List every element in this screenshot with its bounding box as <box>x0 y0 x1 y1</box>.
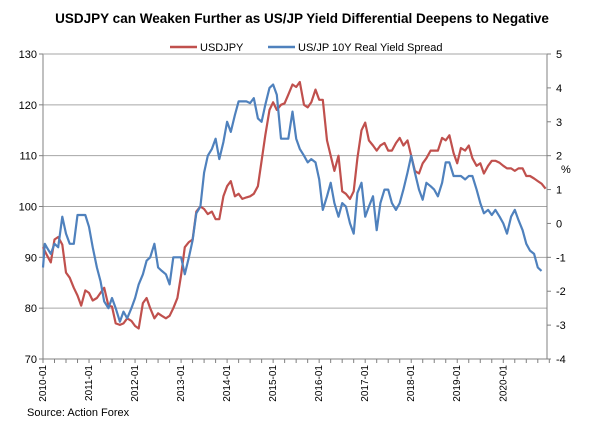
right-tick-label: -1 <box>556 252 566 264</box>
x-tick-label: 2019-01 <box>452 365 463 402</box>
legend-label-spread: US/JP 10Y Real Yield Spread <box>298 42 443 54</box>
right-tick-label: 1 <box>556 185 562 197</box>
left-tick-label: 90 <box>25 252 37 264</box>
right-tick-label: -2 <box>556 286 566 298</box>
right-tick-label: -3 <box>556 320 566 332</box>
left-tick-label: 120 <box>19 100 37 112</box>
left-tick-label: 110 <box>19 151 37 163</box>
series-lines <box>41 80 547 330</box>
left-tick-label: 70 <box>25 354 37 366</box>
source-note: Source: Action Forex <box>27 407 130 419</box>
right-axis-unit: % <box>561 164 571 176</box>
x-tick-label: 2018-01 <box>406 365 417 402</box>
left-tick-label: 130 <box>19 49 37 61</box>
gridlines <box>43 104 547 309</box>
chart-title: USDJPY can Weaken Further as US/JP Yield… <box>55 11 549 26</box>
series-line-real-yield-spread <box>41 83 543 323</box>
right-tick-label: 0 <box>556 218 562 230</box>
x-tick-label: 2010-01 <box>38 365 49 402</box>
x-tick-label: 2015-01 <box>268 365 279 402</box>
right-tick-label: 4 <box>556 83 562 95</box>
axes: 70 80 90 100 110 120 130 -4 -3 -2 -1 0 1 2 3 4 5 2010-01 2… <box>19 49 566 402</box>
legend-label-usdjpy: USDJPY <box>200 42 244 54</box>
legend: USDJPY US/JP 10Y Real Yield Spread <box>170 42 443 54</box>
x-tick-label: 2013-01 <box>176 365 187 402</box>
x-tick-label: 2016-01 <box>314 365 325 402</box>
right-tick-label: 3 <box>556 117 562 129</box>
left-tick-label: 100 <box>19 202 37 214</box>
x-tick-label: 2014-01 <box>222 365 233 402</box>
left-tick-label: 80 <box>25 303 37 315</box>
x-tick-label: 2020-01 <box>498 365 509 402</box>
x-tick-label: 2017-01 <box>360 365 371 402</box>
x-tick-label: 2011-01 <box>84 365 95 401</box>
right-tick-label: 5 <box>556 49 562 61</box>
x-tick-label: 2012-01 <box>130 365 141 402</box>
right-tick-label: 2 <box>556 151 562 163</box>
right-tick-label: -4 <box>556 354 566 366</box>
